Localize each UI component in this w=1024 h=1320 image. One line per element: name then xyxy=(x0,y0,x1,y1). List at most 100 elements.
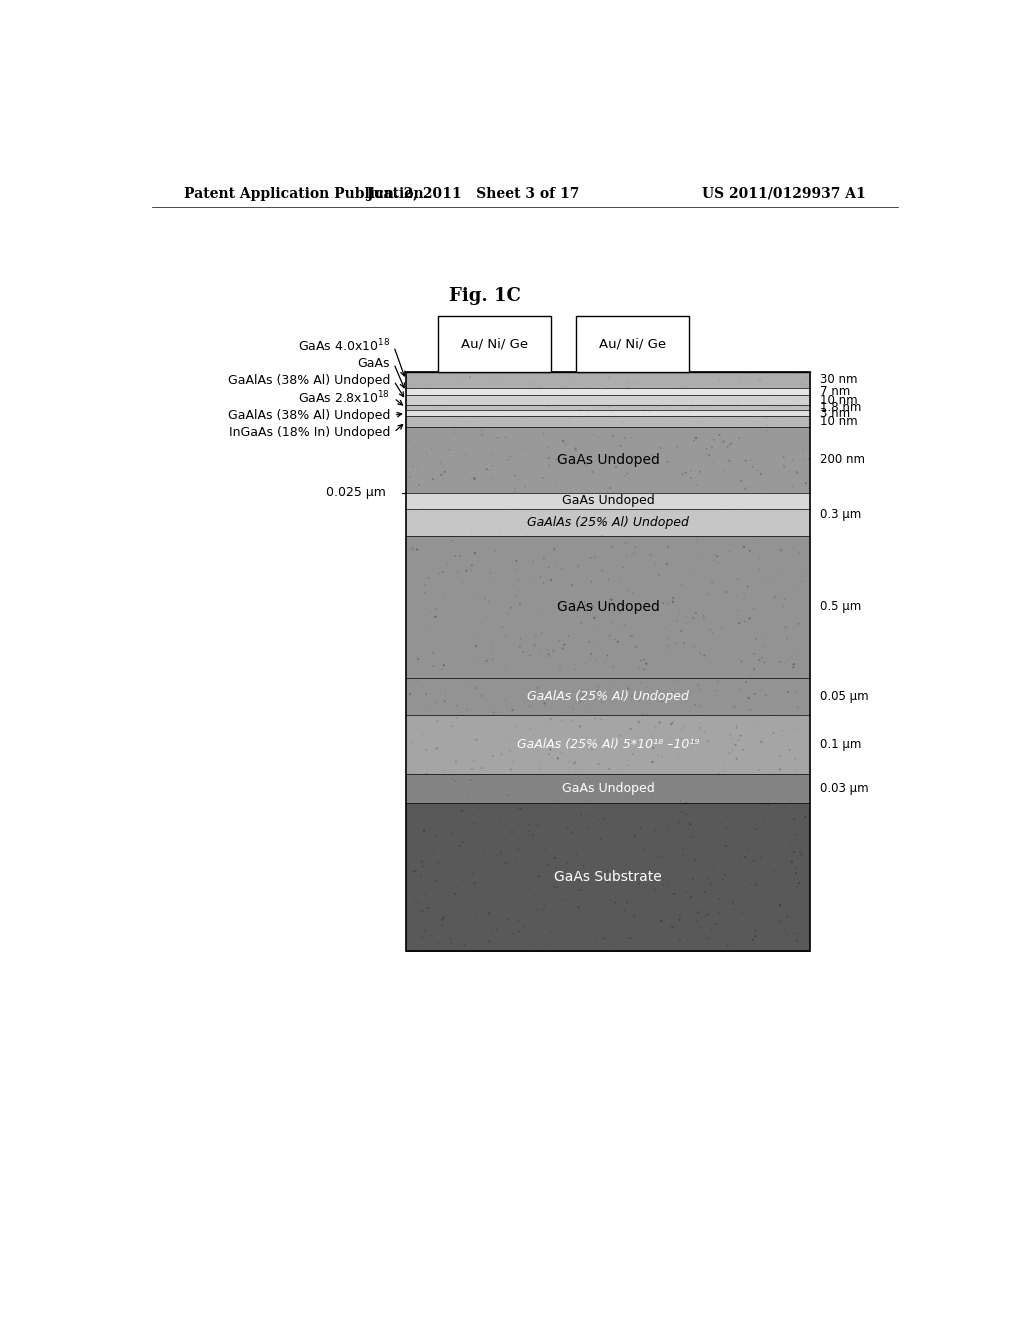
Point xyxy=(777,616,794,638)
Text: GaAs: GaAs xyxy=(357,358,390,370)
Point xyxy=(518,508,535,529)
Point xyxy=(540,385,556,407)
Point xyxy=(543,921,559,942)
Point xyxy=(560,689,577,710)
Point xyxy=(706,429,722,450)
Point xyxy=(409,459,425,480)
Point xyxy=(455,867,471,888)
Point xyxy=(681,714,697,735)
Point xyxy=(616,428,633,449)
Point xyxy=(691,884,708,906)
Point xyxy=(445,459,462,480)
Point xyxy=(723,750,739,771)
Point xyxy=(553,689,569,710)
Point xyxy=(591,426,607,447)
Point xyxy=(741,609,758,630)
Point xyxy=(507,478,523,499)
Point xyxy=(743,780,760,801)
Point xyxy=(645,869,662,890)
Point xyxy=(468,635,484,656)
Text: GaAs Undoped: GaAs Undoped xyxy=(562,781,654,795)
Point xyxy=(593,775,609,796)
Point xyxy=(413,381,429,403)
Point xyxy=(496,477,512,498)
Point xyxy=(745,598,762,619)
Point xyxy=(754,731,770,752)
Point xyxy=(493,523,509,544)
Point xyxy=(553,395,569,416)
Point xyxy=(496,416,512,437)
Point xyxy=(590,675,606,696)
Point xyxy=(597,508,613,529)
Point xyxy=(584,731,600,752)
Point xyxy=(729,896,745,917)
Text: 200 nm: 200 nm xyxy=(820,454,865,466)
Point xyxy=(571,449,588,470)
Point xyxy=(659,628,676,649)
Point xyxy=(443,531,460,552)
Point xyxy=(425,655,441,676)
Point xyxy=(614,686,631,708)
Point xyxy=(526,635,543,656)
Point xyxy=(792,924,808,945)
Point xyxy=(715,442,731,463)
Point xyxy=(734,787,751,808)
Point xyxy=(636,659,652,680)
Point xyxy=(469,414,485,436)
Point xyxy=(594,560,610,581)
Point xyxy=(512,469,528,490)
Point xyxy=(416,693,432,714)
Point xyxy=(751,837,767,858)
Point xyxy=(541,455,557,477)
Point xyxy=(567,659,584,680)
Point xyxy=(413,767,429,788)
Point xyxy=(749,465,765,486)
Point xyxy=(720,935,736,956)
Point xyxy=(784,477,801,498)
Point xyxy=(709,545,725,566)
Point xyxy=(497,659,513,680)
Point xyxy=(657,898,674,919)
Point xyxy=(642,512,658,533)
Point xyxy=(577,453,593,474)
Point xyxy=(521,937,538,958)
Point xyxy=(578,653,594,675)
Point xyxy=(679,436,695,457)
Point xyxy=(512,593,528,614)
Point xyxy=(583,385,599,407)
Point xyxy=(797,384,813,405)
Point xyxy=(757,652,773,673)
Point xyxy=(498,626,514,647)
Point xyxy=(676,383,692,404)
Point xyxy=(782,396,799,417)
Point xyxy=(463,520,479,541)
Point xyxy=(522,449,539,470)
Point xyxy=(597,652,613,673)
Point xyxy=(484,725,501,746)
Point xyxy=(460,784,476,805)
Point xyxy=(718,495,734,516)
Point xyxy=(692,717,709,738)
Point xyxy=(622,385,638,407)
Point xyxy=(768,920,784,941)
Point xyxy=(703,919,720,940)
Point xyxy=(732,680,749,701)
Point xyxy=(693,393,710,414)
Point xyxy=(797,517,813,539)
Point xyxy=(786,689,803,710)
Point xyxy=(720,436,736,457)
Point xyxy=(688,532,705,553)
Point xyxy=(770,364,786,385)
Point xyxy=(640,682,656,704)
Point xyxy=(624,686,640,708)
Point xyxy=(623,426,639,447)
Point xyxy=(732,693,749,714)
Point xyxy=(502,741,518,762)
Point xyxy=(561,751,578,772)
Point xyxy=(682,512,698,533)
Point xyxy=(718,817,734,838)
Point xyxy=(784,450,801,471)
Point xyxy=(801,409,817,430)
Point xyxy=(429,506,445,527)
Point xyxy=(700,731,717,752)
